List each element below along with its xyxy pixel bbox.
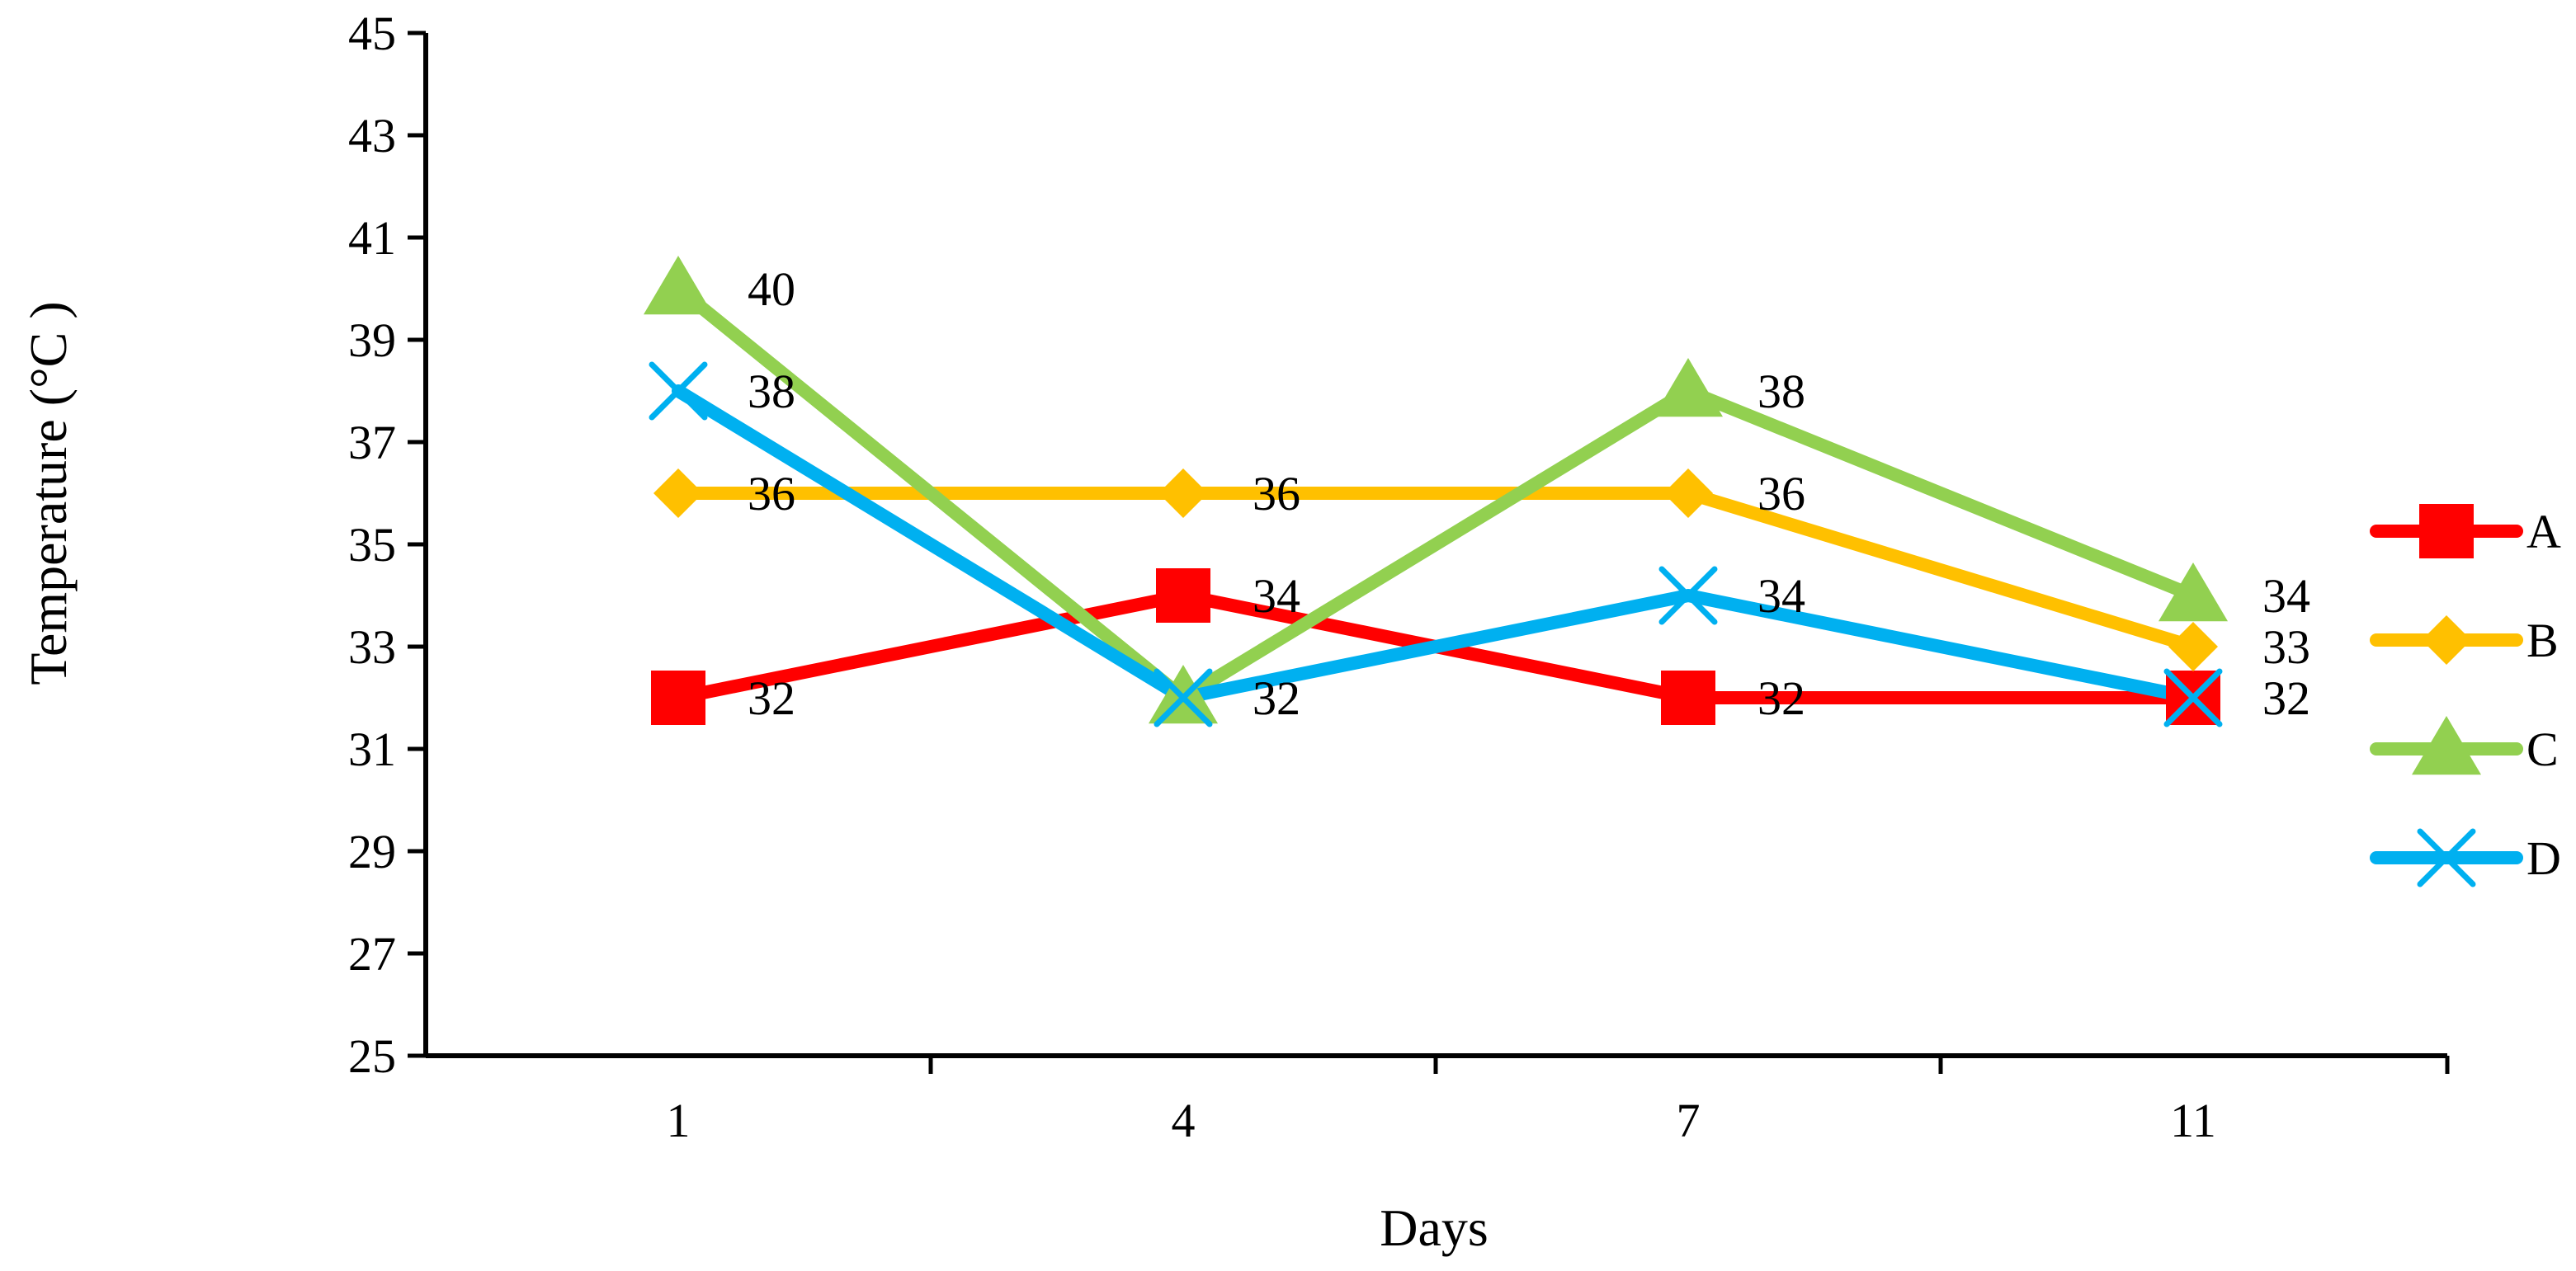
y-tick-label: 43 bbox=[348, 109, 396, 162]
series-line-B bbox=[672, 487, 2200, 653]
data-point-A bbox=[651, 671, 705, 725]
x-tick-label: 1 bbox=[667, 1094, 691, 1147]
data-point-B bbox=[2168, 622, 2218, 671]
data-label-A: 34 bbox=[1253, 569, 1300, 623]
data-label-C: 40 bbox=[748, 262, 795, 316]
data-point-B bbox=[1663, 468, 1713, 518]
x-axis-title: Days bbox=[1380, 1198, 1489, 1257]
y-ticks: 25 27 29 31 33 35 37 39 41 43 45 bbox=[348, 7, 426, 1083]
x-ticks: 1 4 7 11 bbox=[667, 1056, 2450, 1147]
series-group bbox=[644, 256, 2228, 727]
legend-marker-B bbox=[2422, 615, 2471, 665]
data-label-B: 36 bbox=[1757, 467, 1805, 520]
data-label-B: 36 bbox=[748, 467, 795, 520]
legend-marker-D bbox=[2417, 828, 2476, 887]
data-label-A: 32 bbox=[2262, 671, 2310, 725]
legend: A B C D bbox=[2370, 504, 2561, 887]
data-point-D bbox=[649, 361, 708, 421]
data-point-B bbox=[1158, 468, 1208, 518]
data-point-A bbox=[1156, 568, 1210, 623]
data-label-D: 34 bbox=[1757, 569, 1805, 623]
y-axis-title: Temperature (°C ) bbox=[19, 301, 78, 685]
data-label-D: 32 bbox=[2262, 671, 2310, 725]
data-point-C bbox=[2158, 563, 2228, 622]
data-point-D bbox=[2163, 668, 2223, 727]
y-tick-label: 33 bbox=[348, 620, 396, 674]
y-tick-label: 45 bbox=[348, 7, 396, 60]
x-tick-label: 4 bbox=[1172, 1094, 1196, 1147]
data-label-B: 33 bbox=[2262, 620, 2310, 674]
series-line-C bbox=[672, 282, 2200, 704]
data-label-A: 32 bbox=[1757, 671, 1805, 725]
data-point-B bbox=[653, 468, 703, 518]
data-label-B: 36 bbox=[1253, 467, 1300, 520]
legend-label-D: D bbox=[2526, 831, 2561, 885]
data-point-C bbox=[1654, 358, 1723, 417]
legend-label-B: B bbox=[2526, 614, 2559, 667]
data-label-A: 32 bbox=[748, 671, 795, 725]
x-tick-label: 7 bbox=[1677, 1094, 1701, 1147]
y-tick-label: 27 bbox=[348, 927, 396, 981]
series-line-D bbox=[672, 384, 2200, 704]
data-point-A bbox=[1661, 671, 1715, 725]
y-tick-label: 29 bbox=[348, 825, 396, 878]
data-point-D bbox=[1658, 566, 1718, 625]
legend-label-A: A bbox=[2526, 505, 2561, 558]
y-tick-label: 25 bbox=[348, 1029, 396, 1083]
data-point-D bbox=[1154, 668, 1213, 727]
y-tick-label: 31 bbox=[348, 723, 396, 776]
y-tick-label: 35 bbox=[348, 518, 396, 572]
y-tick-label: 39 bbox=[348, 313, 396, 367]
data-label-D: 32 bbox=[1253, 671, 1300, 725]
legend-label-C: C bbox=[2526, 723, 2559, 776]
data-label-D: 38 bbox=[748, 365, 795, 418]
y-tick-label: 41 bbox=[348, 211, 396, 265]
data-point-C bbox=[644, 256, 713, 315]
data-label-C: 32 bbox=[1253, 671, 1300, 725]
legend-marker-C bbox=[2412, 716, 2481, 775]
data-label-C: 34 bbox=[2262, 569, 2310, 623]
y-tick-label: 37 bbox=[348, 416, 396, 469]
legend-marker-A bbox=[2419, 504, 2474, 558]
data-label-C: 38 bbox=[1757, 365, 1805, 418]
x-tick-label: 11 bbox=[2170, 1094, 2216, 1147]
